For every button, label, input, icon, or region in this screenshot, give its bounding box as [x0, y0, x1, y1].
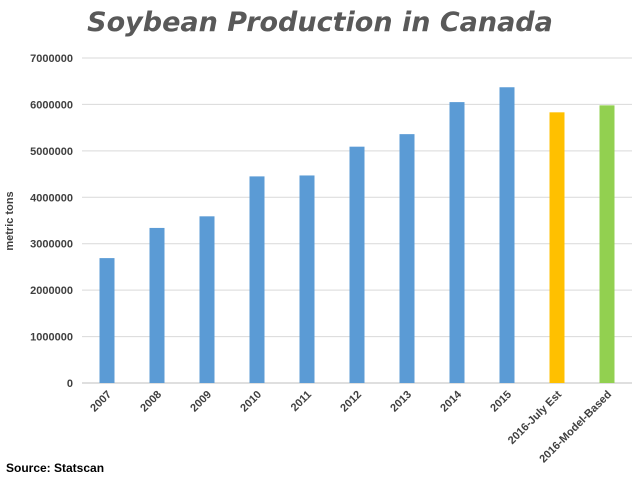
y-axis-tick-labels: 0 1000000 2000000 3000000 4000000 5000000 6000…	[30, 53, 73, 390]
x-tick-label: 2007	[88, 389, 114, 415]
y-tick-label: 7000000	[30, 53, 73, 65]
x-tick-label: 2009	[188, 389, 214, 415]
bar-2008	[149, 227, 165, 383]
bar-2016-july-est	[549, 112, 565, 384]
x-tick-label: 2008	[138, 389, 164, 415]
y-axis-label: metric tons	[4, 191, 16, 250]
bars	[99, 87, 615, 384]
x-tick-label: 2012	[338, 389, 364, 415]
x-tick-label: 2014	[438, 388, 464, 414]
bar-2015	[499, 87, 515, 383]
y-tick-label: 6000000	[30, 99, 73, 111]
bar-2007	[99, 258, 115, 383]
bar-2013	[399, 134, 415, 383]
bar-2011	[299, 175, 315, 383]
chart-title: Soybean Production in Canada	[87, 7, 553, 38]
bar-2016-model-based	[599, 105, 615, 383]
y-tick-label: 2000000	[30, 285, 73, 297]
y-tick-label: 0	[67, 378, 73, 390]
y-tick-label: 3000000	[30, 239, 73, 251]
y-tick-label: 5000000	[30, 146, 73, 158]
bar-2010	[249, 176, 265, 383]
x-tick-label: 2011	[289, 389, 314, 414]
source-note: Source: Statscan	[6, 461, 104, 475]
y-tick-label: 4000000	[30, 192, 73, 204]
x-tick-label: 2010	[238, 389, 264, 415]
y-tick-label: 1000000	[30, 332, 73, 344]
x-axis-tick-labels: 2007 2008 2009 2010 2011 2012 2013 2014 20152016…	[88, 388, 614, 465]
bar-2014	[449, 102, 465, 383]
x-tick-label: 2015	[488, 389, 514, 415]
x-tick-label: 2013	[388, 389, 414, 415]
bar-2009	[199, 216, 215, 383]
bar-2012	[349, 146, 365, 383]
